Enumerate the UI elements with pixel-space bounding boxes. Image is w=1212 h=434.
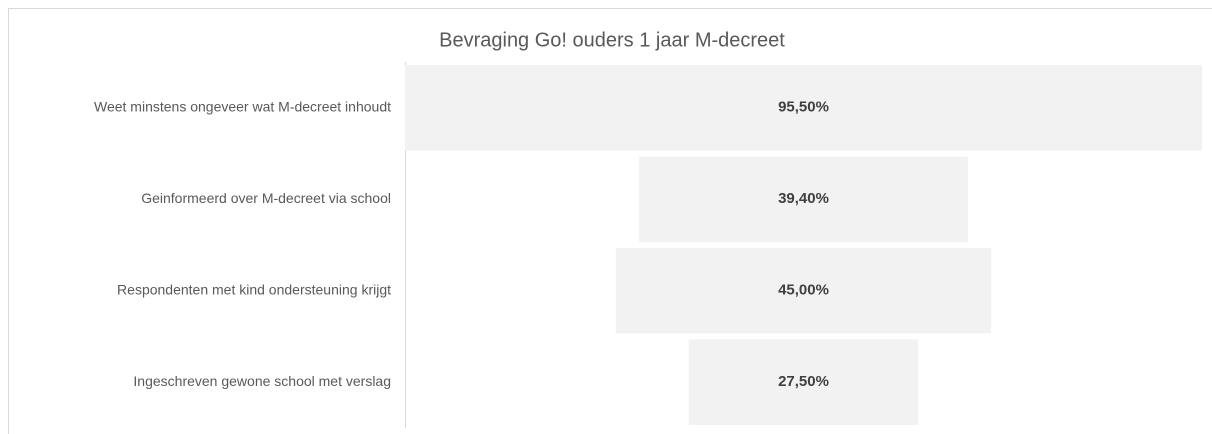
funnel-bar (615, 248, 992, 334)
category-label: Weet minstens ongeveer wat M-decreet inh… (94, 98, 391, 114)
value-label: 27,50% (778, 373, 829, 390)
funnel-bar (639, 156, 968, 242)
category-label: Geinformeerd over M-decreet via school (141, 190, 391, 206)
category-label: Respondenten met kind ondersteuning krij… (117, 281, 391, 297)
chart-border (8, 8, 1212, 434)
chart-title: Bevraging Go! ouders 1 jaar M-decreet (439, 29, 785, 51)
value-label: 95,50% (778, 99, 829, 116)
funnel-bar (405, 65, 1202, 151)
value-label: 45,00% (778, 282, 829, 299)
funnel-bar (688, 339, 919, 425)
category-label: Ingeschreven gewone school met verslag (133, 373, 391, 389)
value-label: 39,40% (778, 190, 829, 207)
